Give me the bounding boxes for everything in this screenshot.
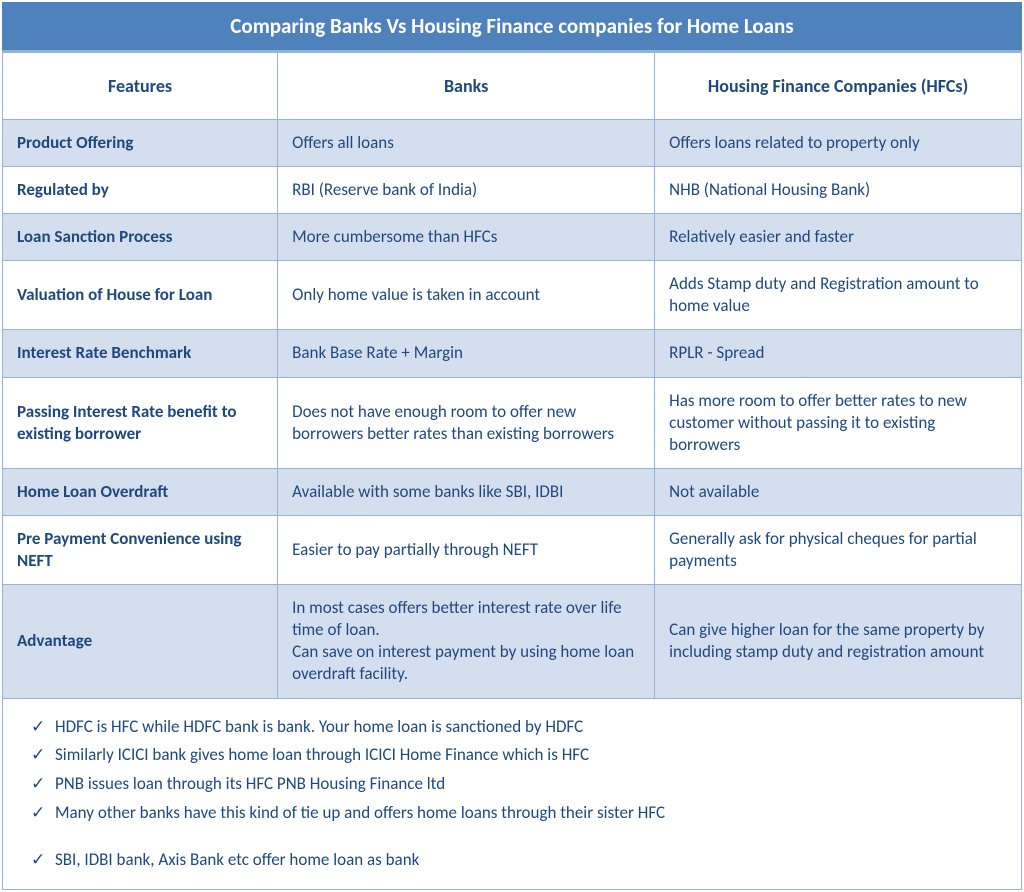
cell-hfc: RPLR - Spread <box>655 330 1022 377</box>
cell-banks: Easier to pay partially through NEFT <box>278 515 655 584</box>
cell-hfc: NHB (National Housing Bank) <box>655 167 1022 214</box>
cell-banks: Only home value is taken in account <box>278 261 655 330</box>
table-row: Passing Interest Rate benefit to existin… <box>3 377 1022 468</box>
cell-hfc: Generally ask for physical cheques for p… <box>655 515 1022 584</box>
cell-banks: Does not have enough room to offer new b… <box>278 377 655 468</box>
cell-feature: Loan Sanction Process <box>3 214 278 261</box>
notes-list: HDFC is HFC while HDFC bank is bank. You… <box>23 713 1001 829</box>
table-row: Advantage In most cases offers better in… <box>3 585 1022 698</box>
cell-feature: Home Loan Overdraft <box>3 468 278 515</box>
cell-feature: Interest Rate Benchmark <box>3 330 278 377</box>
cell-banks: In most cases offers better interest rat… <box>278 585 655 698</box>
cell-hfc: Offers loans related to property only <box>655 120 1022 167</box>
cell-hfc: Adds Stamp duty and Registration amount … <box>655 261 1022 330</box>
note-item: Many other banks have this kind of tie u… <box>23 799 1001 828</box>
table-row: Regulated by RBI (Reserve bank of India)… <box>3 167 1022 214</box>
note-item: PNB issues loan through its HFC PNB Hous… <box>23 770 1001 799</box>
col-header-features: Features <box>3 52 278 120</box>
cell-hfc: Relatively easier and faster <box>655 214 1022 261</box>
cell-feature: Passing Interest Rate benefit to existin… <box>3 377 278 468</box>
cell-feature: Valuation of House for Loan <box>3 261 278 330</box>
cell-banks: More cumbersome than HFCs <box>278 214 655 261</box>
cell-feature: Product Offering <box>3 120 278 167</box>
table-row: Loan Sanction Process More cumbersome th… <box>3 214 1022 261</box>
cell-feature: Advantage <box>3 585 278 698</box>
table-header-row: Features Banks Housing Finance Companies… <box>3 52 1022 120</box>
table-row: Valuation of House for Loan Only home va… <box>3 261 1022 330</box>
note-item: HDFC is HFC while HDFC bank is bank. You… <box>23 713 1001 742</box>
table-row: Home Loan Overdraft Available with some … <box>3 468 1022 515</box>
cell-hfc: Can give higher loan for the same proper… <box>655 585 1022 698</box>
notes-list: SBI, IDBI bank, Axis Bank etc offer home… <box>23 846 1001 875</box>
col-header-hfc: Housing Finance Companies (HFCs) <box>655 52 1022 120</box>
table-row: Interest Rate Benchmark Bank Base Rate +… <box>3 330 1022 377</box>
note-item: SBI, IDBI bank, Axis Bank etc offer home… <box>23 846 1001 875</box>
table-row: Pre Payment Convenience using NEFT Easie… <box>3 515 1022 584</box>
table-row: Product Offering Offers all loans Offers… <box>3 120 1022 167</box>
comparison-table: Features Banks Housing Finance Companies… <box>2 50 1022 699</box>
col-header-banks: Banks <box>278 52 655 120</box>
cell-hfc: Not available <box>655 468 1022 515</box>
cell-banks: Available with some banks like SBI, IDBI <box>278 468 655 515</box>
cell-banks: RBI (Reserve bank of India) <box>278 167 655 214</box>
notes-section: HDFC is HFC while HDFC bank is bank. You… <box>2 699 1022 891</box>
page-title: Comparing Banks Vs Housing Finance compa… <box>2 2 1022 50</box>
cell-banks: Offers all loans <box>278 120 655 167</box>
note-item: Similarly ICICI bank gives home loan thr… <box>23 741 1001 770</box>
cell-feature: Regulated by <box>3 167 278 214</box>
cell-hfc: Has more room to offer better rates to n… <box>655 377 1022 468</box>
cell-banks: Bank Base Rate + Margin <box>278 330 655 377</box>
comparison-container: Comparing Banks Vs Housing Finance compa… <box>0 0 1024 892</box>
notes-spacer <box>23 828 1001 846</box>
cell-feature: Pre Payment Convenience using NEFT <box>3 515 278 584</box>
